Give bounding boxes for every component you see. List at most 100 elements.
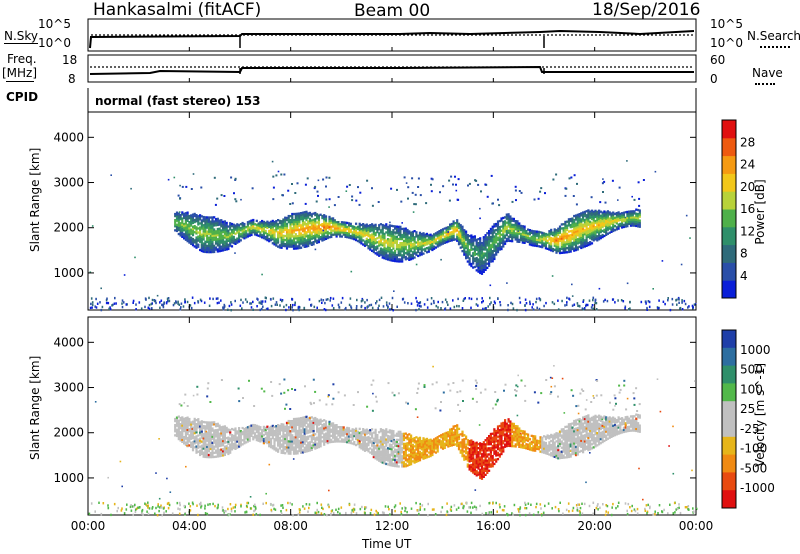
echo-cell [291, 430, 294, 433]
echo-cell [230, 436, 234, 439]
echo-cell [245, 427, 248, 430]
echo-cell [394, 255, 397, 259]
echo-cell [200, 215, 203, 218]
echo-cell [363, 244, 367, 247]
clutter-cell [519, 301, 522, 304]
echo-cell [574, 228, 578, 231]
echo-cell [580, 242, 583, 246]
echo-cell [197, 227, 200, 230]
clutter-cell [524, 308, 527, 312]
echo-cell [363, 431, 367, 434]
echo-cell [317, 435, 320, 438]
echo-cell [324, 422, 328, 425]
echo-cell [372, 447, 375, 451]
echo-cell [213, 423, 216, 426]
nsearch-label: N.Search [747, 29, 800, 43]
echo-cell [277, 438, 280, 441]
noise-right-tick-bottom: 10^0 [710, 36, 743, 50]
echo-cell [234, 228, 237, 231]
echo-cell [200, 430, 203, 433]
echo-cell [390, 259, 393, 262]
echo-cell [388, 461, 391, 465]
echo-cell [204, 439, 207, 442]
echo-cell [184, 222, 187, 225]
echo-cell [227, 438, 230, 441]
echo-cell [298, 212, 301, 215]
echo-cell [307, 419, 310, 422]
echo-cell [365, 241, 368, 245]
echo-cell [236, 225, 239, 228]
echo-cell [190, 224, 193, 227]
echo-cell [175, 213, 179, 216]
echo-cell [317, 441, 320, 445]
echo-cell [356, 436, 359, 440]
echo-cell [381, 230, 384, 233]
echo-cell [511, 225, 514, 228]
clutter-cell [671, 297, 674, 301]
echo-cell [195, 220, 198, 223]
echo-cell [385, 223, 388, 226]
echo-cell [317, 240, 320, 244]
echo-cell [459, 226, 462, 229]
echo-cell [489, 227, 492, 231]
echo-cell [284, 452, 287, 455]
echo-cell [498, 228, 501, 231]
echo-cell [238, 433, 241, 436]
echo-cell [521, 237, 524, 240]
echo-cell [525, 230, 528, 233]
echo-cell [367, 435, 370, 439]
echo-cell [401, 233, 404, 237]
echo-cell [316, 231, 319, 234]
echo-cell [255, 229, 258, 233]
clutter-cell [260, 300, 262, 303]
echo-cell [319, 430, 322, 434]
clutter-cell [512, 307, 515, 310]
clutter-cell [667, 297, 669, 300]
echo-cell [401, 254, 404, 257]
echo-cell [351, 430, 354, 433]
echo-cell [179, 222, 182, 225]
echo-cell [252, 220, 255, 224]
echo-cell [569, 242, 572, 245]
echo-cell [314, 213, 317, 217]
echo-cell [303, 241, 306, 244]
echo-cell [360, 242, 363, 245]
echo-cell [392, 462, 395, 465]
echo-cell [466, 248, 469, 251]
echo-cell [204, 222, 207, 225]
echo-cell [404, 247, 407, 251]
echo-cell [567, 242, 570, 245]
clutter-cell [681, 301, 683, 304]
echo-cell [314, 230, 317, 233]
echo-cell [390, 230, 393, 234]
echo-cell [207, 449, 210, 453]
echo-cell [239, 235, 242, 238]
echo-cell [635, 222, 638, 226]
echo-cell [617, 219, 620, 222]
echo-cell [291, 235, 294, 238]
clutter-cell [332, 297, 335, 300]
echo-cell [291, 446, 294, 449]
echo-cell [305, 239, 308, 242]
echo-cell [340, 235, 343, 238]
echo-cell [557, 231, 560, 234]
echo-cell [489, 250, 492, 253]
clutter-cell [147, 306, 150, 309]
echo-cell [567, 236, 570, 239]
clutter-cell [145, 298, 147, 301]
echo-cell [211, 232, 214, 235]
echo-cell [447, 231, 449, 233]
echo-cell [599, 228, 602, 232]
echo-cell [190, 218, 193, 221]
echo-cell [434, 242, 437, 245]
echo-cell [573, 225, 576, 228]
clutter-cell [426, 298, 429, 301]
echo-cell [553, 244, 556, 247]
echo-cell [378, 226, 381, 229]
echo-cell [206, 453, 209, 457]
echo-cell [227, 235, 230, 238]
echo-cell [346, 437, 349, 440]
echo-cell [305, 225, 308, 228]
echo-cell [371, 239, 374, 242]
echo-cell [418, 237, 422, 241]
